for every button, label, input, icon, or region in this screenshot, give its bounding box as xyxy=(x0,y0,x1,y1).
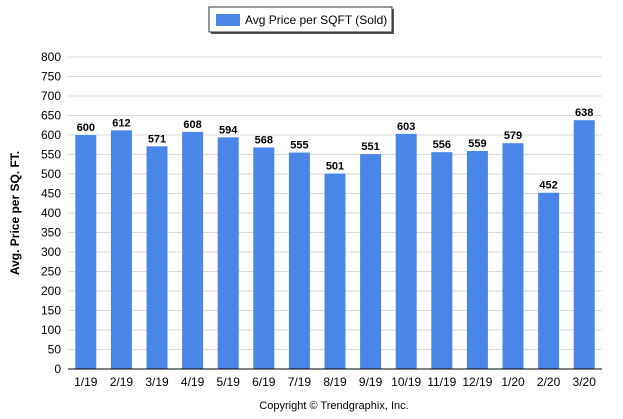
data-label: 551 xyxy=(361,141,379,153)
x-tick-label: 12/19 xyxy=(462,375,492,389)
bar xyxy=(146,146,168,369)
x-tick-label: 1/19 xyxy=(74,375,98,389)
bar xyxy=(110,130,132,369)
data-label: 571 xyxy=(148,133,166,145)
x-tick-label: 9/19 xyxy=(359,375,383,389)
y-tick-label: 250 xyxy=(41,265,61,279)
x-axis-ticks: 1/19 2/19 3/19 4/19 5/19 6/19 7/19 8/19 9/19 10/1… xyxy=(74,375,596,389)
y-tick-label: 50 xyxy=(48,343,62,357)
data-label: 452 xyxy=(539,180,557,192)
bars xyxy=(75,120,595,370)
data-label: 555 xyxy=(290,140,308,152)
bar xyxy=(288,152,310,369)
y-tick-label: 600 xyxy=(41,128,61,142)
y-tick-label: 650 xyxy=(41,109,61,123)
y-tick-label: 800 xyxy=(41,50,61,64)
data-label: 501 xyxy=(326,161,344,173)
data-label: 608 xyxy=(183,119,201,131)
x-tick-label: 4/19 xyxy=(181,375,205,389)
data-label: 638 xyxy=(575,107,593,119)
data-label: 579 xyxy=(504,130,522,142)
x-tick-label: 1/20 xyxy=(501,375,525,389)
x-tick-label: 10/19 xyxy=(391,375,421,389)
legend-swatch xyxy=(216,14,240,26)
y-tick-label: 350 xyxy=(41,226,61,240)
x-tick-label: 11/19 xyxy=(427,375,456,389)
y-axis-title: Avg. Price per SQ. FT. xyxy=(8,151,22,275)
data-label: 568 xyxy=(255,134,273,146)
y-tick-label: 400 xyxy=(41,206,61,220)
data-label: 556 xyxy=(433,139,451,151)
x-tick-label: 2/20 xyxy=(537,375,561,389)
x-tick-label: 5/19 xyxy=(217,375,241,389)
y-tick-label: 700 xyxy=(41,89,61,103)
bar xyxy=(182,131,204,369)
bar xyxy=(75,135,97,369)
bar xyxy=(538,192,560,369)
bar xyxy=(466,150,488,369)
y-tick-label: 500 xyxy=(41,167,61,181)
data-label: 600 xyxy=(77,122,95,134)
x-tick-label: 3/20 xyxy=(573,375,597,389)
y-tick-label: 100 xyxy=(41,323,61,337)
legend-label: Avg Price per SQFT (Sold) xyxy=(245,13,387,27)
x-tick-label: 8/19 xyxy=(323,375,347,389)
y-tick-label: 200 xyxy=(41,284,61,298)
x-tick-label: 7/19 xyxy=(288,375,312,389)
x-tick-label: 2/19 xyxy=(110,375,134,389)
data-label: 594 xyxy=(219,124,238,136)
y-tick-label: 450 xyxy=(41,187,61,201)
y-tick-label: 0 xyxy=(54,362,61,376)
legend: Avg Price per SQFT (Sold) xyxy=(208,6,394,34)
data-labels: 600 612 571 608 594 568 555 501 551 603 556 559 579 4… xyxy=(77,107,594,192)
x-tick-label: 3/19 xyxy=(145,375,169,389)
y-tick-label: 750 xyxy=(41,70,61,84)
data-label: 612 xyxy=(112,117,130,129)
x-tick-label: 6/19 xyxy=(252,375,276,389)
bar xyxy=(324,173,346,369)
bar xyxy=(431,152,453,369)
y-tick-label: 300 xyxy=(41,245,61,259)
bar xyxy=(573,120,595,370)
bar xyxy=(502,143,524,369)
bar xyxy=(395,133,417,369)
data-label: 603 xyxy=(397,121,415,133)
bar xyxy=(360,154,382,369)
y-tick-label: 550 xyxy=(41,148,61,162)
y-axis-ticks: 0 50 100 150 200 250 300 350 400 450 500 550 600 650 7… xyxy=(41,50,61,376)
bar xyxy=(217,137,239,369)
data-label: 559 xyxy=(468,138,486,150)
bar xyxy=(253,147,275,369)
copyright-credit: Copyright © Trendgraphix, Inc. xyxy=(259,400,408,412)
y-tick-label: 150 xyxy=(41,304,61,318)
